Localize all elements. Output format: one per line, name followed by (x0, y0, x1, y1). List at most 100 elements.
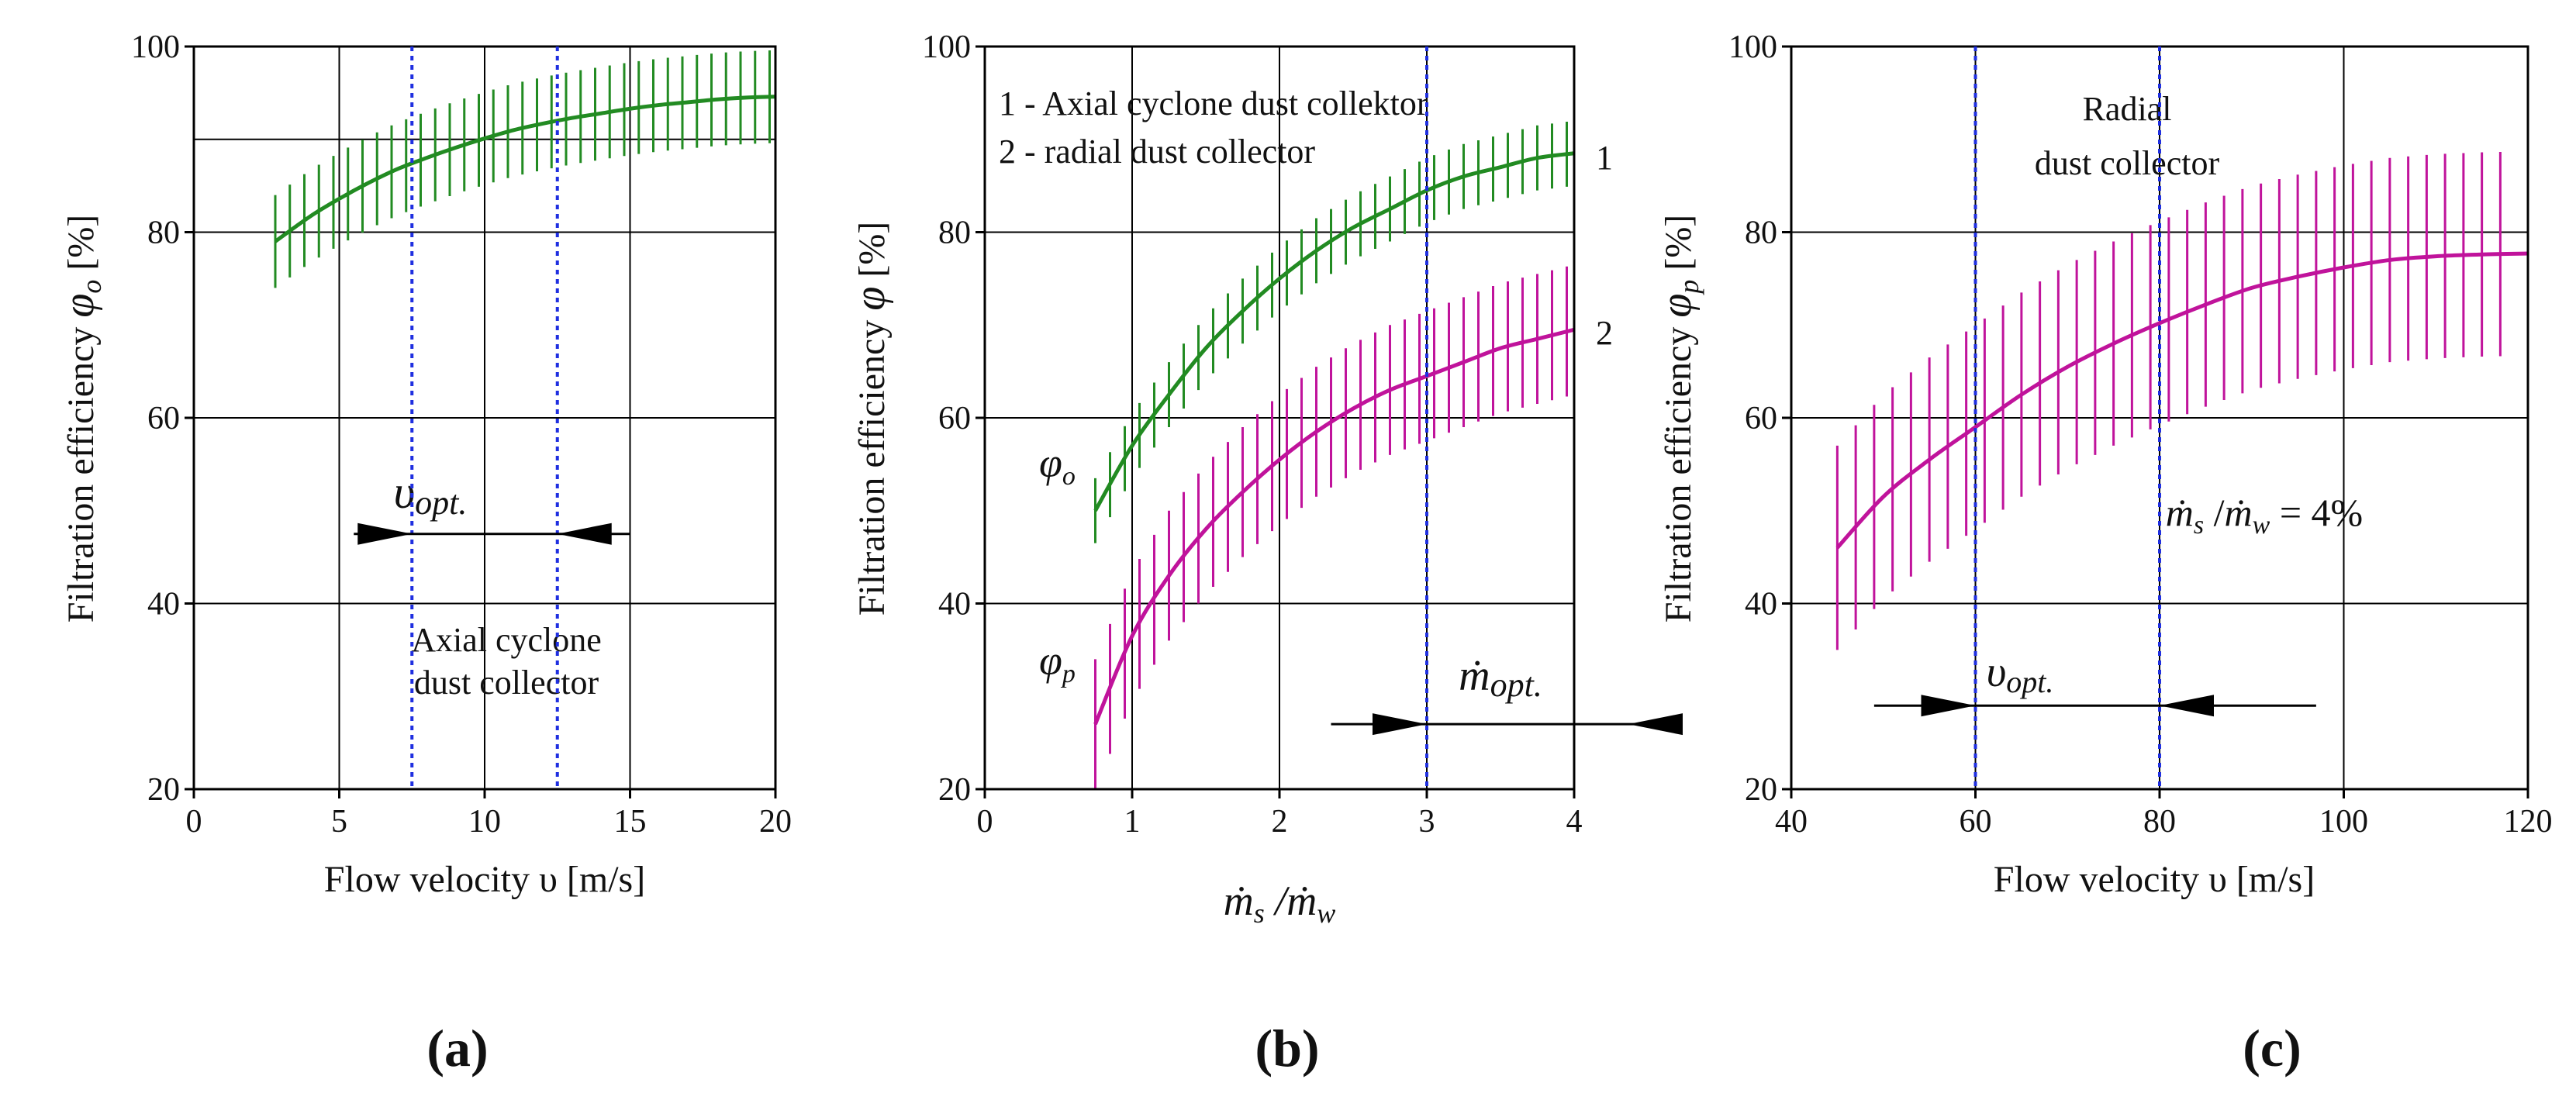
y-tick-label-c-40: 40 (1745, 587, 1777, 622)
y-axis-label-a-unit: [%] (60, 215, 102, 280)
y-tick-label-b-60: 60 (938, 401, 971, 436)
ticks-b: 0 1 2 3 4 20 40 60 80 100 (922, 29, 1583, 840)
series-a (274, 50, 775, 288)
x-tick-label-c-80: 80 (2143, 804, 2176, 840)
y-axis-label-b: Filtration efficiency φ [%] (846, 222, 894, 616)
x-tick-label-b-2: 2 (1272, 804, 1288, 840)
x-axis-label-a: Flow velocity υ [m/s] (324, 859, 645, 900)
phi-p-symbol: φ (1039, 637, 1062, 684)
x-tick-label-a-15: 15 (614, 804, 647, 840)
y-axis-label-c-unit: [%] (1658, 215, 1699, 280)
opt-arrow-head-left-b (1373, 713, 1427, 736)
x-label-b-m2: ṁ (1286, 878, 1317, 924)
phi-p-label-b: φp (1039, 637, 1076, 688)
opt-label-b-symbol: ṁ (1459, 652, 1490, 700)
y-tick-label-b-80: 80 (938, 216, 971, 251)
x-tick-label-a-20: 20 (759, 804, 792, 840)
x-axis-label-c: Flow velocity υ [m/s] (1994, 859, 2315, 900)
y-axis-label-a-symbol: φ (55, 294, 103, 318)
x-label-b-s1: s (1254, 898, 1265, 929)
x-tick-label-a-0: 0 (186, 804, 202, 840)
ratio-c-rest: = 4% (2270, 491, 2363, 534)
x-tick-label-b-1: 1 (1124, 804, 1141, 840)
phi-o-sub: o (1062, 462, 1076, 491)
y-axis-label-b-main: Filtration efficiency (851, 311, 893, 616)
opt-label-a-sub: opt. (415, 484, 467, 522)
y-tick-label-c-60: 60 (1745, 401, 1777, 436)
x-tick-label-b-4: 4 (1566, 804, 1583, 840)
panel-label-b: (b) (1255, 1019, 1319, 1078)
legend-b-line1: 1 - Axial cyclone dust collektor (999, 84, 1428, 122)
panel-label-c: (c) (2243, 1019, 2301, 1078)
y-tick-label-c-100: 100 (1728, 29, 1777, 65)
x-tick-label-a-10: 10 (468, 804, 501, 840)
y-tick-label-b-20: 20 (938, 772, 971, 808)
x-tick-label-c-120: 120 (2504, 804, 2553, 840)
overlay-c: Radial dust collector ṁs /ṁw = 4% υopt. (1873, 47, 2363, 789)
x-tick-label-c-100: 100 (2319, 804, 2368, 840)
annotation-c-line1: Radial (2083, 90, 2172, 128)
y-tick-label-c-20: 20 (1745, 772, 1777, 808)
y-axis-label-b-symbol: φ (846, 287, 894, 311)
y-tick-label-b-100: 100 (922, 29, 971, 65)
series-line-b-0 (1093, 151, 1575, 512)
y-axis-label-a-sub: o (76, 280, 107, 294)
ratio-c-slash: / (2204, 491, 2225, 534)
opt-label-c-symbol: υ (1987, 648, 2007, 696)
y-tick-label-c-80: 80 (1745, 216, 1777, 251)
phi-o-label-b: φo (1039, 440, 1076, 491)
x-axis-label-b: ṁs /ṁw (1224, 878, 1336, 929)
ratio-c-s1: s (2194, 511, 2204, 540)
panel-label-a: (a) (426, 1019, 488, 1078)
annotation-a-line2: dust collector (414, 664, 599, 702)
overlay-a: Axial cyclone dust collector υopt. (354, 47, 630, 789)
ratio-c-m1: ṁ (2166, 491, 2194, 534)
y-tick-label-a-60: 60 (147, 401, 180, 436)
chart-panel-a: 0 5 10 15 20 20 40 60 80 100 Axial cyclone dust c… (55, 29, 792, 1078)
ratio-c-m2: ṁ (2225, 491, 2253, 534)
y-axis-label-b-unit: [%] (851, 222, 893, 287)
y-axis-label-a-main: Filtration efficiency (60, 318, 102, 623)
opt-arrow-head-right-c (2160, 695, 2214, 717)
y-tick-label-b-40: 40 (938, 587, 971, 622)
opt-arrow-head-left-a (357, 522, 413, 545)
curve-label-2: 2 (1596, 314, 1613, 352)
x-tick-label-b-3: 3 (1419, 804, 1435, 840)
curve-label-1: 1 (1596, 139, 1613, 177)
x-tick-label-c-60: 60 (1960, 804, 1992, 840)
opt-label-a-symbol: υ (394, 467, 416, 518)
x-label-b-m1: ṁ (1224, 878, 1254, 924)
opt-arrow-head-left-c (1921, 695, 1976, 717)
opt-label-b: ṁopt. (1459, 652, 1542, 704)
opt-label-b-sub: opt. (1490, 666, 1542, 704)
ticks-a: 0 5 10 15 20 20 40 60 80 100 (131, 29, 792, 840)
y-tick-label-a-40: 40 (147, 587, 180, 622)
series-line-a-0 (274, 95, 775, 243)
chart-panel-b: 0 1 2 3 4 20 40 60 80 100 1 - Axial cyclone dust … (846, 29, 1683, 1078)
y-axis-label-a: Filtration efficiency φo [%] (55, 215, 107, 623)
y-axis-label-c-symbol: φ (1652, 294, 1701, 318)
x-label-b-s2: w (1317, 898, 1335, 929)
x-label-b-slash: / (1265, 878, 1291, 924)
legend-b-line2: 2 - radial dust collector (999, 133, 1315, 171)
y-axis-label-c-main: Filtration efficiency (1658, 318, 1699, 623)
series-b (1093, 121, 1575, 789)
y-tick-label-a-100: 100 (131, 29, 180, 65)
series-line-c-0 (1835, 251, 2529, 550)
opt-arrow-head-right-a (557, 522, 612, 545)
y-tick-label-a-80: 80 (147, 216, 180, 251)
overlay-b: 1 - Axial cyclone dust collektor 2 - rad… (999, 47, 1683, 789)
x-tick-label-a-5: 5 (331, 804, 347, 840)
y-tick-label-a-20: 20 (147, 772, 180, 808)
ratio-c-s2: w (2253, 511, 2270, 540)
y-axis-label-c: Filtration efficiency φp [%] (1652, 215, 1704, 623)
series-line-b-1 (1093, 327, 1575, 726)
annotation-a-line1: Axial cyclone (411, 621, 602, 659)
opt-arrow-head-right-b (1628, 713, 1683, 736)
opt-label-c: υopt. (1987, 648, 2054, 699)
x-tick-label-c-40: 40 (1775, 804, 1808, 840)
opt-label-c-sub: opt. (2006, 664, 2053, 699)
